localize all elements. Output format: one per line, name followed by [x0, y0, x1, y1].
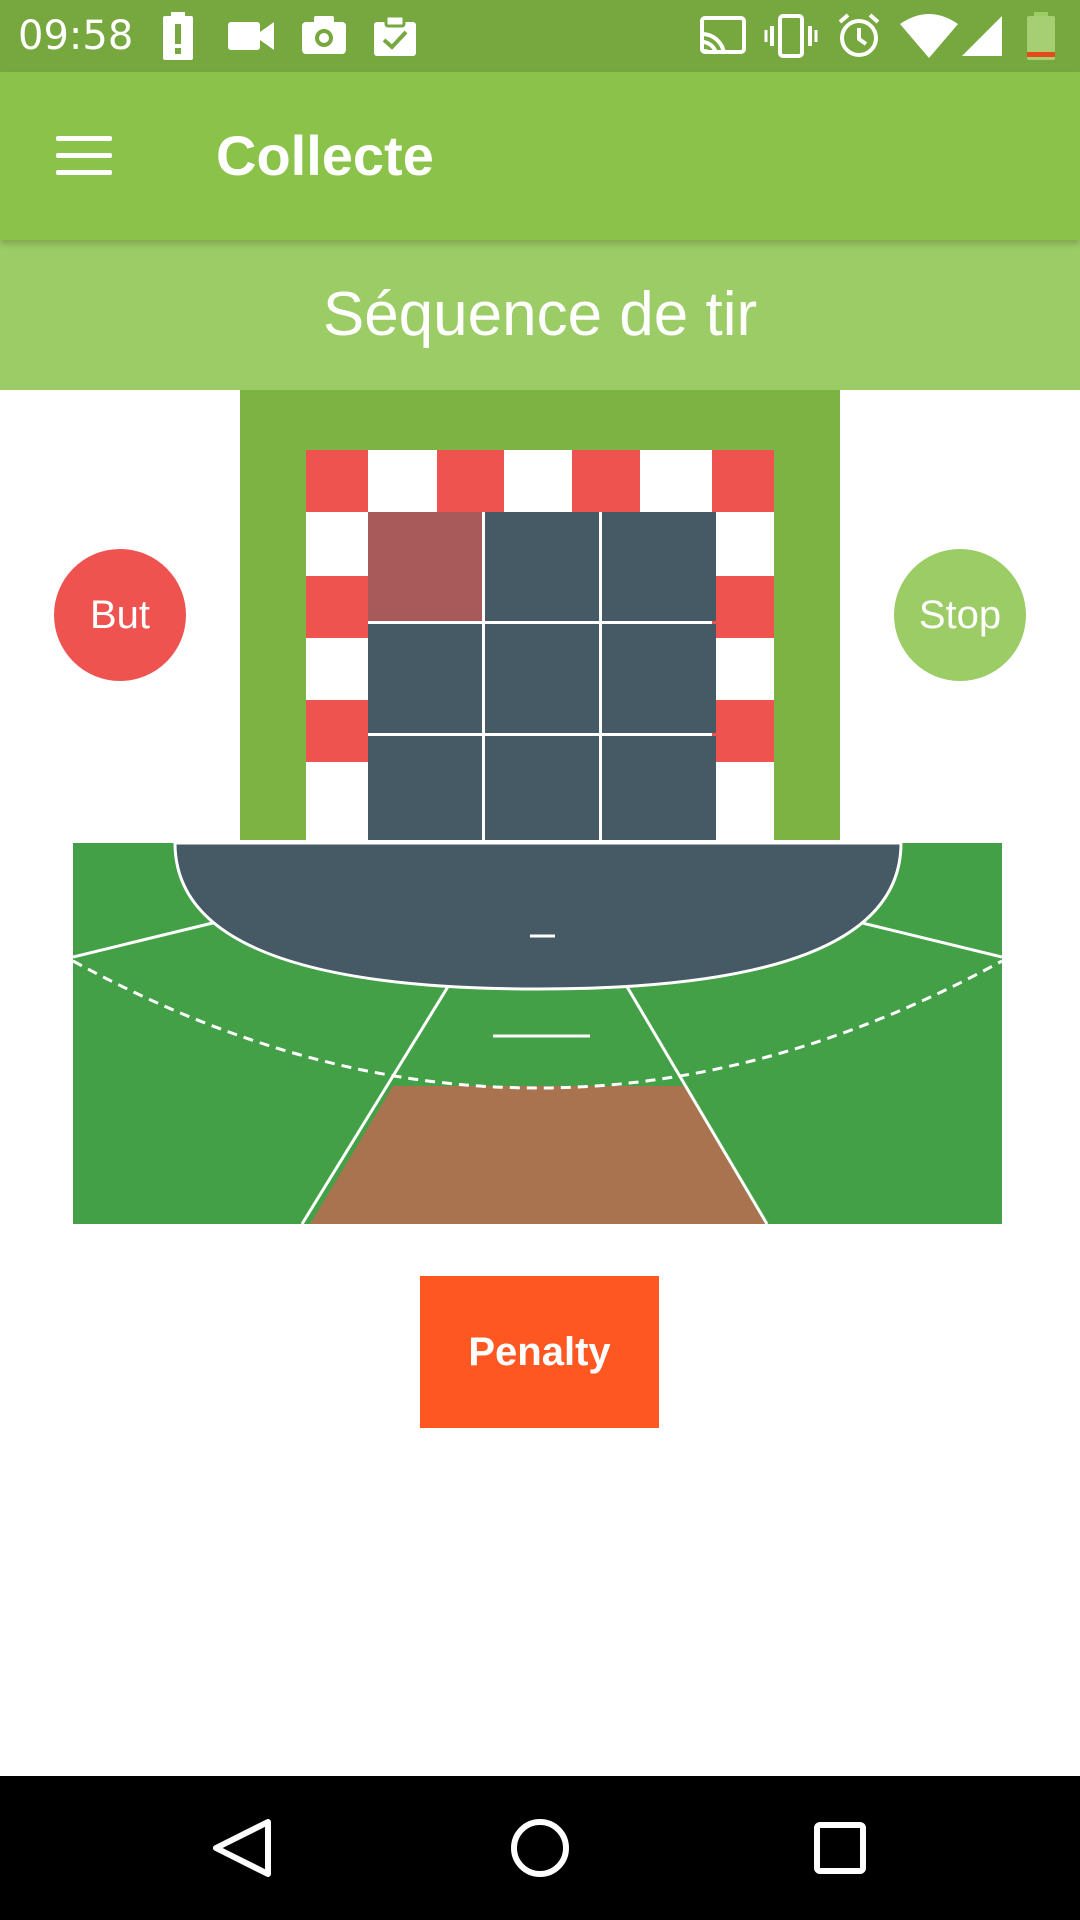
goal-cell-bottom-left[interactable]: [368, 736, 482, 840]
right-post-stripe: [712, 576, 774, 638]
goal-area[interactable]: [173, 843, 903, 991]
section-header: Séquence de tir: [0, 240, 1080, 390]
video-camera-icon: [228, 22, 274, 50]
vibrate-icon: [764, 14, 818, 58]
alarm-icon: [838, 13, 880, 57]
free-throw-line: [73, 959, 1002, 1090]
penalty-button[interactable]: Penalty: [420, 1276, 659, 1428]
zone-line: [300, 984, 451, 1224]
goal-cell-top-center[interactable]: [485, 512, 599, 621]
crossbar-stripe: [306, 450, 368, 512]
zone-line: [73, 918, 226, 959]
zone-line: [624, 984, 769, 1224]
home-icon[interactable]: [490, 1798, 590, 1898]
cast-icon: [700, 16, 746, 55]
but-button[interactable]: But: [54, 549, 186, 681]
status-time: 09:58: [18, 13, 134, 59]
status-bar: 09:58: [0, 0, 1080, 72]
signal-icon: [962, 16, 1002, 56]
goal-diagram: [240, 390, 840, 840]
left-post-stripe: [306, 576, 368, 638]
recents-icon[interactable]: [790, 1798, 890, 1898]
section-title: Séquence de tir: [322, 280, 758, 349]
app-title: Collecte: [216, 124, 434, 187]
left-post-stripe: [306, 700, 368, 762]
court-diagram: [73, 843, 1002, 1224]
zone-line: [849, 918, 1002, 959]
goal-cell-middle-right[interactable]: [602, 624, 716, 733]
app-bar: Collecte: [0, 72, 1080, 240]
court-zone-center-back[interactable]: [310, 1086, 765, 1224]
goal-cell-middle-left[interactable]: [368, 624, 482, 733]
navigation-bar: [0, 1776, 1080, 1920]
back-icon[interactable]: [190, 1798, 290, 1898]
crossbar-stripe: [712, 450, 774, 512]
clipboard-check-icon: [374, 14, 416, 56]
battery-alert-icon: [163, 12, 193, 60]
crossbar-stripe: [437, 450, 504, 512]
battery-low-icon: [1027, 12, 1055, 60]
right-post-stripe: [712, 700, 774, 762]
crossbar-stripe: [572, 450, 640, 512]
camera-icon: [302, 16, 346, 54]
goal-cell-bottom-center[interactable]: [485, 736, 599, 840]
goal-cell-middle-center[interactable]: [485, 624, 599, 733]
hamburger-menu-icon[interactable]: [40, 112, 128, 200]
goal-cell-bottom-right[interactable]: [602, 736, 716, 840]
stop-button[interactable]: Stop: [894, 549, 1026, 681]
wifi-icon: [900, 14, 958, 58]
goal-target-grid: [368, 512, 716, 840]
goal-cell-top-right[interactable]: [602, 512, 716, 621]
goal-cell-top-left[interactable]: [368, 512, 482, 621]
